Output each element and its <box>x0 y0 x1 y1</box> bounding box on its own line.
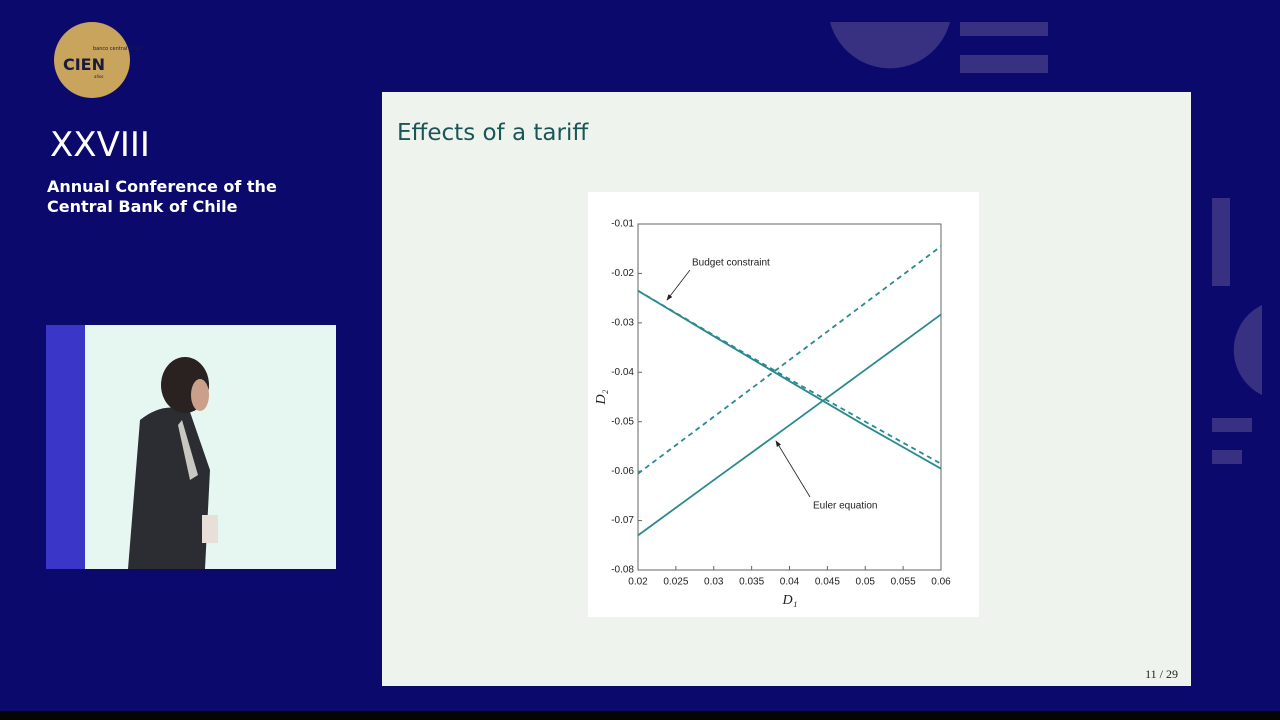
conference-number: XXVIII <box>50 125 150 165</box>
chart-panel <box>588 192 979 617</box>
x-axis-label: D₁ <box>782 593 798 608</box>
x-tick-label: 0.025 <box>663 577 688 588</box>
speaker-video <box>46 325 336 569</box>
logo-text: CIEN <box>63 55 105 74</box>
video-screen-edge <box>46 325 85 569</box>
slide-title: Effects of a tariff <box>397 120 589 146</box>
y-tick-label: -0.03 <box>611 317 634 328</box>
y-tick-label: -0.05 <box>611 416 634 427</box>
y-tick-label: -0.04 <box>611 367 634 378</box>
conference-name: Annual Conference of the <box>47 177 277 196</box>
speaker-shirt <box>178 420 198 480</box>
annotation: Euler equation <box>813 501 878 512</box>
x-tick-label: 0.05 <box>856 577 876 588</box>
logo-years: años <box>94 74 104 79</box>
y-tick-label: -0.01 <box>611 219 634 230</box>
speaker-face <box>191 379 209 411</box>
y-axis-label: D₂ <box>594 389 609 405</box>
x-tick-label: 0.045 <box>815 577 840 588</box>
line-series <box>637 289 942 465</box>
x-tick-label: 0.02 <box>628 577 648 588</box>
annotation: Budget constraint <box>692 258 770 269</box>
watermark <box>830 22 1262 464</box>
logo-small: banco central Chile <box>93 46 141 52</box>
y-tick-label: -0.07 <box>611 515 634 526</box>
watermark-shape <box>960 55 1048 73</box>
annotation-arrow <box>775 440 811 498</box>
watermark-shape <box>1212 418 1252 432</box>
x-tick-label: 0.055 <box>891 577 916 588</box>
conference-name: Central Bank of Chile <box>47 197 238 216</box>
watermark-shape <box>1212 450 1242 464</box>
watermark-shape <box>830 22 950 69</box>
y-tick-label: -0.06 <box>611 466 634 477</box>
watermark-shape <box>960 22 1048 36</box>
x-tick-label: 0.03 <box>704 577 724 588</box>
y-tick-label: -0.08 <box>611 565 634 576</box>
x-tick-label: 0.04 <box>780 577 800 588</box>
line-series <box>637 313 942 537</box>
logo <box>54 22 130 98</box>
watermark-shape <box>1212 198 1230 286</box>
line-series <box>637 245 942 475</box>
y-tick-label: -0.02 <box>611 268 634 279</box>
speaker-badge <box>202 515 218 543</box>
x-tick-label: 0.06 <box>931 577 951 588</box>
watermark-shape <box>1233 305 1262 395</box>
annotation-arrow <box>666 269 691 301</box>
page-number: 11 / 29 <box>1145 667 1178 681</box>
video-bar <box>0 711 1280 720</box>
x-tick-label: 0.035 <box>739 577 764 588</box>
